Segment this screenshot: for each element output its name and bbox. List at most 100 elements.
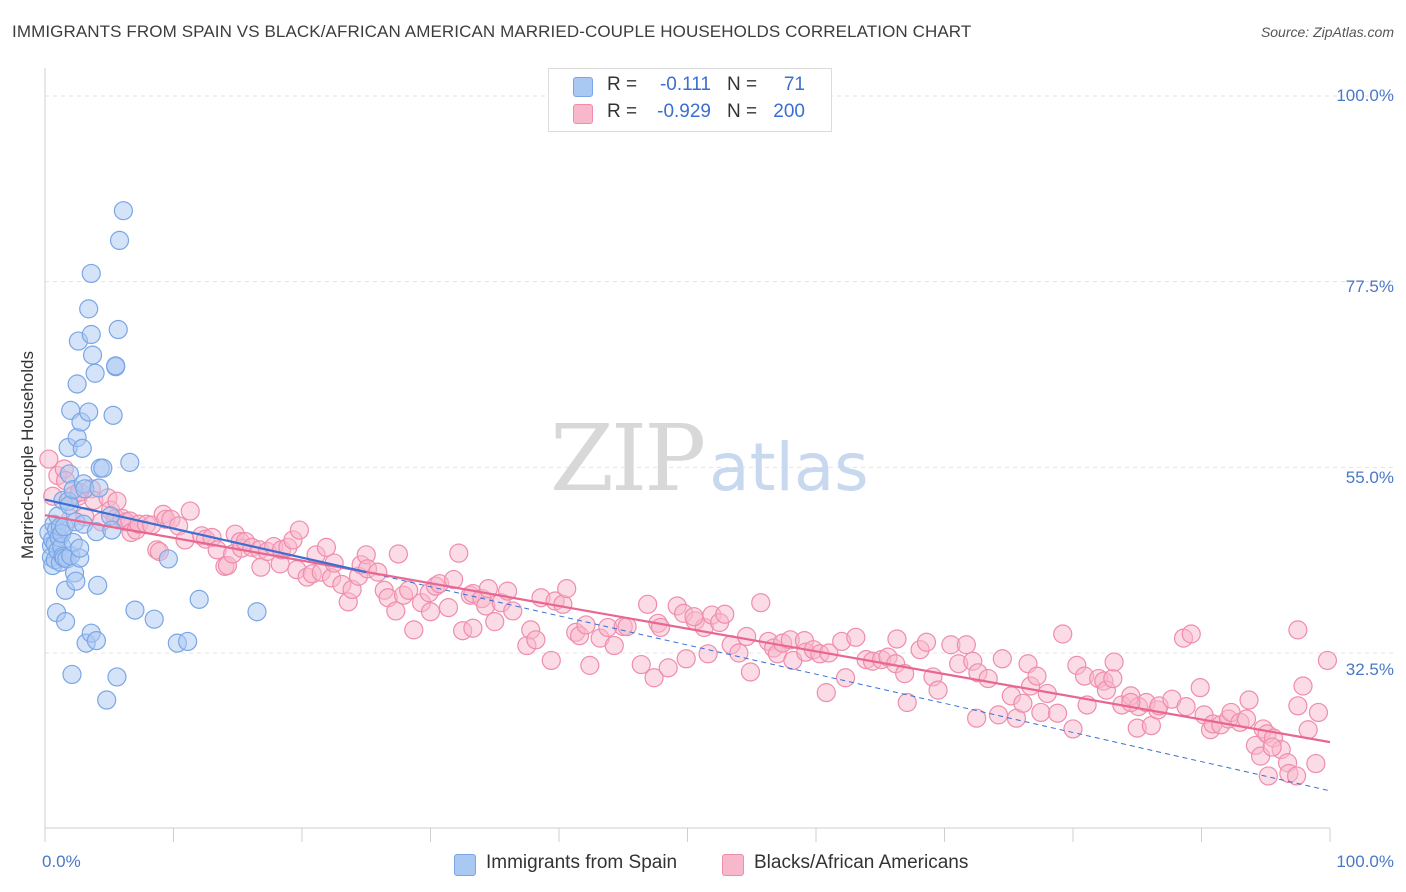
data-point-black — [1063, 719, 1083, 739]
data-point-spain — [107, 667, 127, 687]
legend-n-value: 71 — [783, 74, 805, 95]
data-point-spain — [93, 458, 113, 478]
data-point-black — [956, 635, 976, 655]
data-point-spain — [189, 589, 209, 609]
legend-label: Blacks/African Americans — [754, 852, 969, 873]
data-point-spain — [72, 438, 92, 458]
x-tick-label: 0.0% — [42, 852, 81, 871]
data-point-spain — [103, 405, 123, 425]
legend-n-label: N = — [727, 101, 758, 122]
legend-r-label: R = — [607, 74, 638, 95]
data-point-black — [676, 649, 696, 669]
data-point-spain — [247, 602, 267, 622]
data-point-spain — [113, 201, 133, 221]
data-point-spain — [67, 374, 87, 394]
data-point-black — [180, 501, 200, 521]
data-point-black — [684, 607, 704, 627]
data-point-black — [1181, 624, 1201, 644]
data-point-spain — [79, 299, 99, 319]
source-label: Source: ZipAtlas.com — [1260, 24, 1394, 40]
data-point-black — [835, 668, 856, 688]
data-point-spain — [66, 571, 86, 591]
data-point-black — [978, 668, 998, 689]
data-point-black — [650, 617, 671, 638]
trend-line-spain — [44, 498, 367, 574]
data-point-black — [1293, 676, 1313, 696]
data-point-black — [604, 635, 624, 656]
data-point-spain — [125, 600, 145, 620]
y-tick-label: 77.5% — [1345, 277, 1394, 296]
axes — [44, 68, 1331, 842]
data-point-black — [737, 626, 757, 647]
data-point-black — [576, 615, 596, 635]
data-point-black — [1053, 624, 1073, 644]
data-point-black — [1239, 690, 1259, 710]
data-point-black — [658, 658, 678, 678]
data-point-spain — [120, 452, 140, 472]
data-point-black — [404, 620, 424, 640]
data-point-black — [988, 705, 1009, 725]
data-point-black — [1262, 737, 1282, 757]
data-point-spain — [178, 631, 198, 652]
data-point-black — [1317, 650, 1338, 671]
data-point-black — [715, 604, 735, 624]
data-point-black — [1288, 696, 1308, 716]
series-blacks-african-americans — [39, 449, 1338, 786]
data-point-black — [1176, 697, 1196, 717]
data-point-black — [449, 543, 469, 563]
legend-r-value: -0.929 — [657, 101, 711, 122]
data-point-black — [399, 580, 419, 600]
data-point-spain — [82, 345, 103, 365]
data-point-black — [316, 537, 337, 557]
data-point-black — [992, 649, 1012, 669]
y-axis-label: Married-couple Households — [18, 351, 37, 559]
data-point-black — [1104, 652, 1124, 672]
data-point-spain — [109, 230, 130, 251]
data-point-spain — [102, 520, 122, 540]
data-point-black — [438, 598, 459, 618]
data-point-black — [729, 643, 749, 663]
legend-swatch-blue — [573, 77, 593, 97]
y-tick-label: 55.0% — [1345, 468, 1394, 487]
series-immigrants-from-spain — [39, 201, 267, 710]
data-point-black — [1031, 702, 1051, 723]
data-point-black — [644, 668, 664, 688]
x-tick-label: 100.0% — [1336, 852, 1394, 871]
legend-swatch-pink — [573, 104, 593, 124]
trend-lines — [44, 498, 1331, 792]
legend-n-value: 200 — [773, 101, 805, 122]
data-point-spain — [106, 356, 126, 376]
data-point-black — [887, 629, 907, 649]
data-point-spain — [158, 549, 178, 569]
data-point-black — [526, 630, 546, 650]
legend-label: Immigrants from Spain — [486, 852, 678, 873]
data-point-spain — [70, 538, 90, 558]
data-point-black — [557, 579, 577, 599]
gridlines — [45, 95, 1395, 654]
data-point-black — [1306, 753, 1326, 774]
data-point-spain — [144, 609, 164, 629]
data-point-spain — [55, 612, 76, 632]
data-point-black — [928, 680, 948, 700]
data-point-black — [386, 601, 406, 621]
legend-swatch-blue — [454, 854, 476, 876]
y-tick-label: 100.0% — [1336, 86, 1394, 105]
data-point-spain — [108, 319, 128, 340]
data-point-black — [553, 594, 573, 614]
data-point-spain — [88, 575, 108, 595]
data-point-black — [698, 644, 718, 664]
data-point-spain — [89, 478, 109, 498]
data-point-black — [1286, 766, 1307, 786]
data-point-black — [39, 449, 59, 469]
data-point-black — [1258, 766, 1278, 786]
data-point-black — [1103, 668, 1123, 689]
y-tick-label: 32.5% — [1345, 660, 1394, 679]
data-point-black — [751, 593, 771, 613]
data-point-spain — [81, 324, 101, 345]
data-point-black — [631, 654, 651, 675]
data-point-black — [967, 708, 987, 728]
data-point-black — [895, 664, 915, 684]
data-point-black — [1013, 693, 1033, 713]
data-point-black — [503, 601, 523, 621]
